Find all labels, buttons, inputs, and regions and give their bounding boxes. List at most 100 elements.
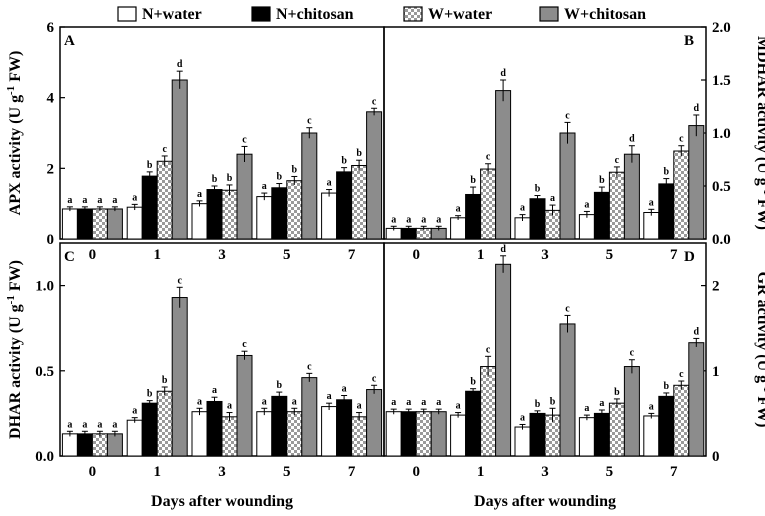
significance-letter: b <box>292 164 298 175</box>
bar <box>658 183 675 240</box>
y-tick-label: 4 <box>47 91 55 107</box>
panel-b: 0.0 0.5 1.0 1.5 2.0 0 1 3 5 7 B MDHAR activity (U g… <box>383 20 765 263</box>
significance-letter: a <box>406 214 411 225</box>
x-tick-label: 7 <box>670 464 678 480</box>
significance-letter: a <box>456 401 461 412</box>
panel-label: C <box>64 249 75 265</box>
bar <box>286 180 303 240</box>
significance-letter: c <box>177 275 182 286</box>
bar <box>301 132 318 240</box>
panel-label: B <box>684 33 694 49</box>
bar <box>658 395 675 457</box>
significance-letter: c <box>486 344 491 355</box>
bar <box>366 389 383 457</box>
significance-letter: a <box>112 195 117 206</box>
bar <box>236 354 253 457</box>
significance-letter: d <box>500 68 506 79</box>
significance-letter: a <box>520 203 525 214</box>
bar <box>191 411 208 457</box>
x-tick-label: 0 <box>89 247 97 263</box>
bar <box>430 411 447 457</box>
significance-letter: b <box>147 389 153 400</box>
y-axis-label: APX activity (U g-1 FW) <box>5 51 24 216</box>
bar <box>673 150 690 240</box>
bar <box>514 426 531 457</box>
bar <box>91 208 108 240</box>
bar <box>688 125 705 240</box>
bar <box>271 187 288 240</box>
bar <box>450 217 467 240</box>
significance-letter: a <box>342 384 347 395</box>
y-axis-label: DHAR activity (U g-1 FW) <box>5 260 24 439</box>
bar <box>141 175 158 240</box>
significance-letter: c <box>242 134 247 145</box>
significance-letter: a <box>391 397 396 408</box>
y-tick-label: 1 <box>712 364 720 380</box>
significance-letter: a <box>292 396 297 407</box>
bar <box>221 189 238 240</box>
significance-letter: b <box>341 156 347 167</box>
significance-letter: b <box>277 380 283 391</box>
significance-letter: a <box>97 195 102 206</box>
significance-letter: b <box>147 160 153 171</box>
bar <box>76 433 93 457</box>
bar <box>688 342 705 457</box>
significance-letter: c <box>372 96 377 107</box>
significance-letter: c <box>307 361 312 372</box>
x-tick-label: 5 <box>606 247 614 263</box>
bar <box>351 165 368 240</box>
bar <box>321 406 338 457</box>
bar <box>256 411 273 457</box>
significance-letter: b <box>356 148 362 159</box>
legend-swatch-w-chitosan <box>539 6 559 22</box>
x-tick-label: 1 <box>153 464 161 480</box>
significance-letter: a <box>357 401 362 412</box>
x-tick-label: 0 <box>412 464 420 480</box>
bar <box>256 196 273 240</box>
significance-letter: b <box>212 174 218 185</box>
significance-letter: a <box>520 412 525 423</box>
significance-letter: c <box>565 110 570 121</box>
bar <box>191 203 208 240</box>
legend-swatch-n-chitosan <box>251 6 271 22</box>
bar <box>400 411 417 457</box>
bar <box>529 412 546 457</box>
y-tick-label: 0.0 <box>712 232 731 248</box>
significance-letter: a <box>421 214 426 225</box>
bar <box>593 412 610 457</box>
significance-letter: c <box>615 155 620 166</box>
significance-letter: a <box>406 397 411 408</box>
significance-letter: b <box>599 175 605 186</box>
significance-letter: b <box>162 375 168 386</box>
bar <box>106 208 123 240</box>
significance-letter: b <box>535 399 541 410</box>
bar <box>336 171 353 240</box>
bar <box>171 79 188 240</box>
significance-letter: a <box>67 195 72 206</box>
significance-letter: a <box>391 214 396 225</box>
y-tick-label: 1.0 <box>712 126 731 142</box>
significance-letter: a <box>197 396 202 407</box>
significance-letter: b <box>550 396 556 407</box>
significance-letter: d <box>694 326 700 337</box>
significance-letter: a <box>82 419 87 430</box>
bar <box>91 433 108 457</box>
significance-letter: b <box>614 387 620 398</box>
significance-letter: a <box>584 403 589 414</box>
y-tick-label: 2.0 <box>712 20 731 36</box>
significance-letter: d <box>500 244 506 255</box>
significance-letter: a <box>599 398 604 409</box>
x-tick-label: 5 <box>283 464 291 480</box>
bar <box>156 160 173 240</box>
x-tick-label: 0 <box>412 247 420 263</box>
significance-letter: a <box>197 189 202 200</box>
significance-letter: c <box>307 116 312 127</box>
legend-label-w-water: W+water <box>428 6 492 23</box>
bar <box>559 132 576 240</box>
significance-letter: b <box>664 167 670 178</box>
bar <box>559 323 576 457</box>
significance-letter: a <box>67 419 72 430</box>
y-tick-label: 2 <box>712 279 720 295</box>
significance-letter: c <box>679 134 684 145</box>
